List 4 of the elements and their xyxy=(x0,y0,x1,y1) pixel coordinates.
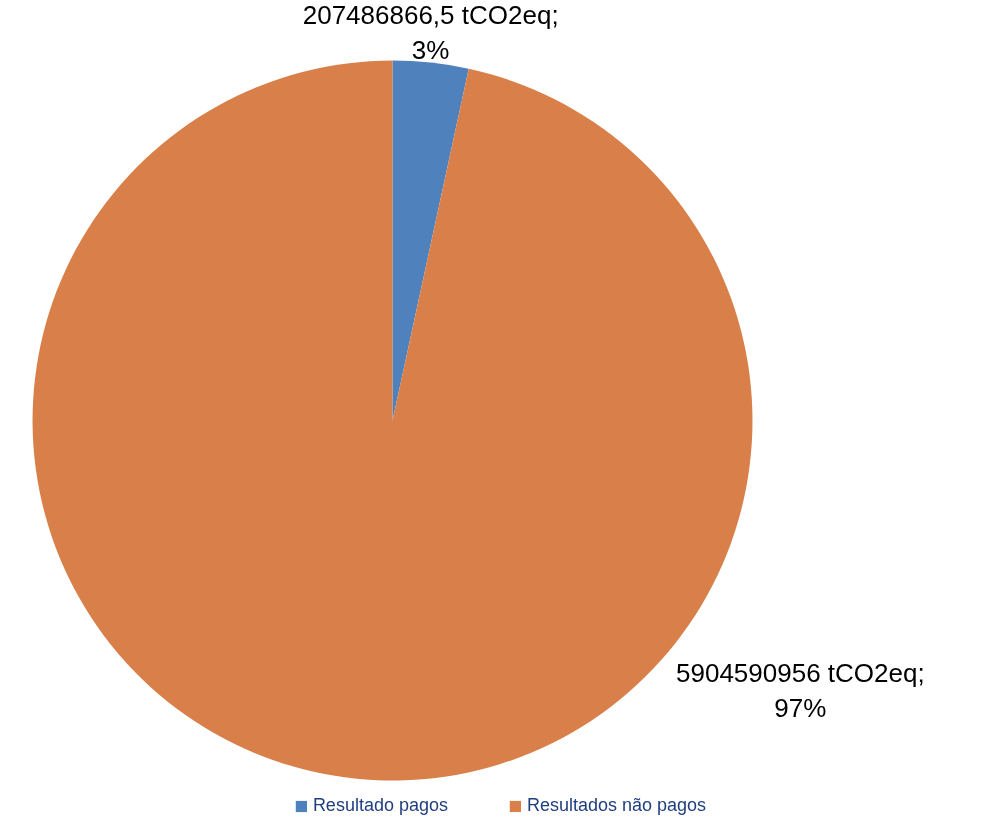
legend-label: Resultados não pagos xyxy=(526,795,707,816)
data-label: 5904590956 tCO2eq; 97% xyxy=(676,658,925,723)
legend-label: Resultado pagos xyxy=(312,795,448,816)
data-label: 207486866,5 tCO2eq; 3% xyxy=(302,0,559,65)
